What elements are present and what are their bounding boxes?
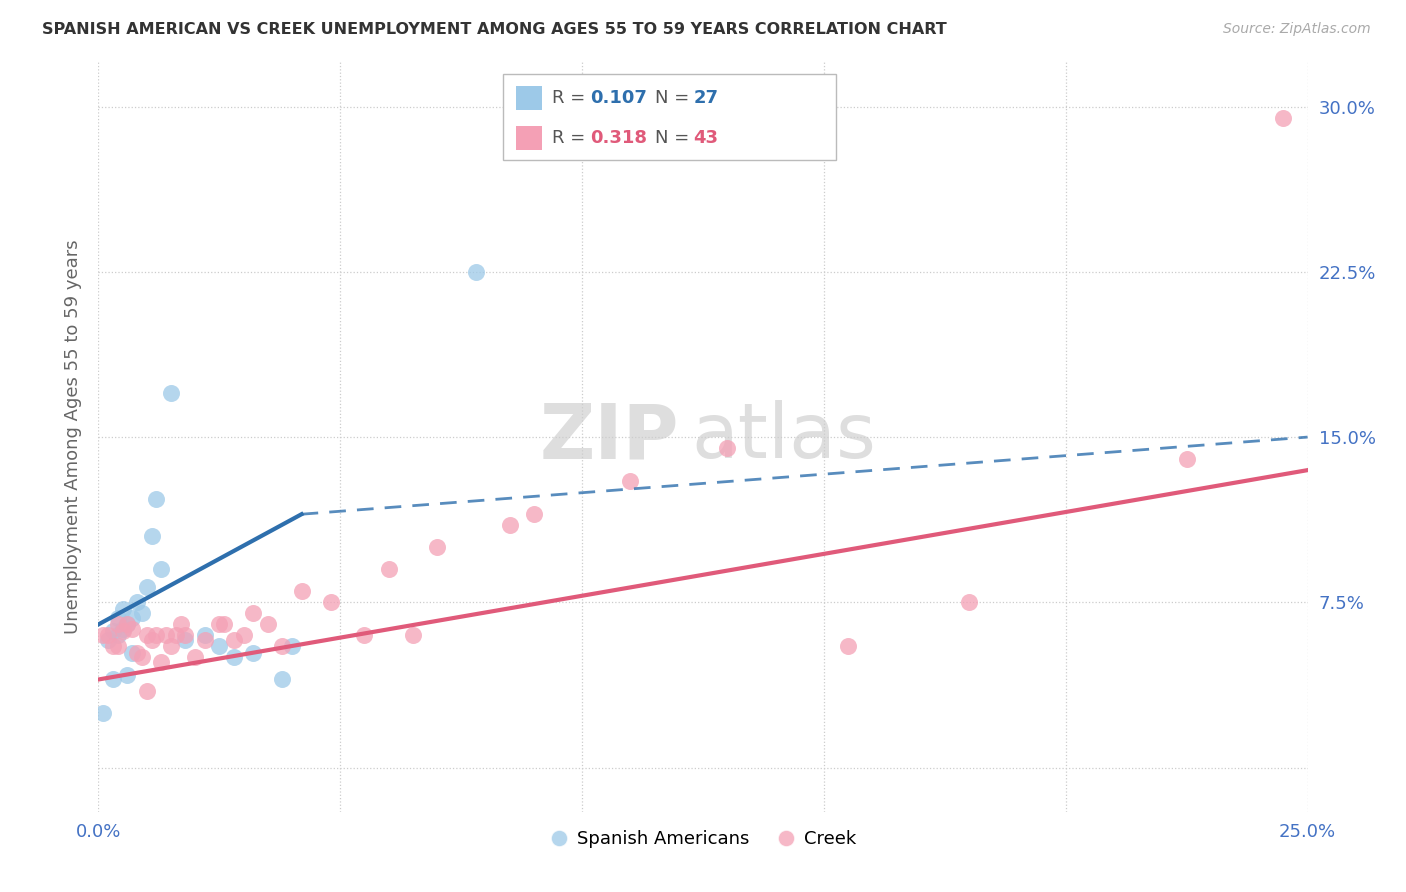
Point — [160, 386, 183, 401]
Point — [117, 617, 139, 632]
Point — [1175, 452, 1198, 467]
Point — [319, 595, 342, 609]
Point — [271, 640, 294, 654]
Point — [716, 441, 738, 455]
Point — [426, 541, 449, 555]
Point — [117, 617, 139, 632]
Text: 0.107: 0.107 — [591, 89, 647, 107]
Point — [97, 628, 120, 642]
Point — [121, 646, 143, 660]
Point — [117, 668, 139, 682]
Point — [135, 683, 157, 698]
Point — [111, 602, 134, 616]
Text: Source: ZipAtlas.com: Source: ZipAtlas.com — [1223, 22, 1371, 37]
Point — [194, 632, 217, 647]
Point — [111, 624, 134, 638]
Point — [121, 622, 143, 636]
Point — [222, 650, 245, 665]
Point — [97, 632, 120, 647]
Text: N =: N = — [655, 129, 695, 147]
Point — [208, 617, 231, 632]
Point — [101, 624, 124, 638]
Point — [184, 650, 207, 665]
Point — [121, 611, 143, 625]
Point — [101, 673, 124, 687]
Text: R =: R = — [551, 89, 591, 107]
Point — [141, 529, 163, 543]
Point — [281, 640, 304, 654]
Point — [208, 640, 231, 654]
Point — [212, 617, 235, 632]
Y-axis label: Unemployment Among Ages 55 to 59 years: Unemployment Among Ages 55 to 59 years — [63, 240, 82, 634]
Point — [127, 595, 149, 609]
Point — [242, 607, 264, 621]
Text: 27: 27 — [693, 89, 718, 107]
Point — [91, 628, 114, 642]
Point — [145, 491, 167, 506]
Point — [290, 584, 312, 599]
Point — [135, 628, 157, 642]
Point — [107, 617, 129, 632]
Point — [498, 518, 520, 533]
FancyBboxPatch shape — [516, 86, 543, 110]
Point — [174, 632, 197, 647]
Point — [402, 628, 425, 642]
Point — [353, 628, 375, 642]
Point — [101, 640, 124, 654]
Point — [957, 595, 980, 609]
Point — [165, 628, 187, 642]
Point — [131, 650, 153, 665]
Point — [222, 632, 245, 647]
Point — [1272, 111, 1295, 125]
Point — [523, 507, 546, 521]
Point — [271, 673, 294, 687]
Text: 43: 43 — [693, 129, 718, 147]
Point — [155, 628, 177, 642]
Point — [91, 706, 114, 720]
Point — [150, 655, 173, 669]
Point — [837, 640, 859, 654]
Point — [107, 611, 129, 625]
FancyBboxPatch shape — [516, 127, 543, 150]
Point — [141, 632, 163, 647]
Point — [111, 622, 134, 636]
Point — [377, 562, 399, 576]
Text: N =: N = — [655, 89, 695, 107]
Point — [145, 628, 167, 642]
Point — [131, 607, 153, 621]
Point — [232, 628, 254, 642]
Point — [194, 628, 217, 642]
Text: SPANISH AMERICAN VS CREEK UNEMPLOYMENT AMONG AGES 55 TO 59 YEARS CORRELATION CHA: SPANISH AMERICAN VS CREEK UNEMPLOYMENT A… — [42, 22, 946, 37]
Point — [107, 640, 129, 654]
Point — [256, 617, 278, 632]
Point — [160, 640, 183, 654]
Point — [135, 580, 157, 594]
Text: atlas: atlas — [690, 401, 876, 474]
Point — [464, 265, 486, 279]
Text: R =: R = — [551, 129, 591, 147]
FancyBboxPatch shape — [503, 74, 837, 160]
Text: ZIP: ZIP — [540, 401, 679, 474]
Point — [242, 646, 264, 660]
Legend: Spanish Americans, Creek: Spanish Americans, Creek — [543, 822, 863, 855]
Point — [107, 628, 129, 642]
Point — [150, 562, 173, 576]
Point — [169, 617, 191, 632]
Point — [174, 628, 197, 642]
Point — [127, 646, 149, 660]
Point — [619, 474, 641, 488]
Text: 0.318: 0.318 — [591, 129, 648, 147]
